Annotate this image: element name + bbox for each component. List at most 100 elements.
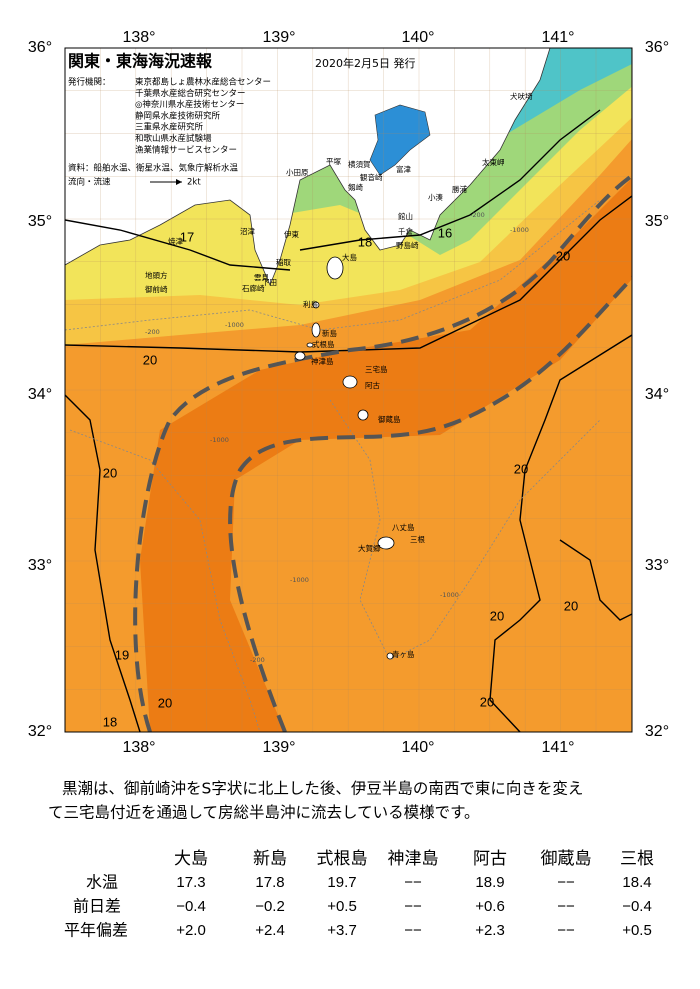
table-cell: −−	[557, 874, 575, 891]
isotherm-label: 20	[158, 695, 172, 710]
source: 資料：船舶水温、衛星水温、気象庁解析水温	[68, 163, 239, 174]
isotherm-label: 20	[490, 608, 504, 623]
place-name: 新島	[322, 328, 337, 338]
place-name: 阿古	[365, 380, 380, 390]
place-name: 大賀郷	[358, 543, 381, 553]
place-name: 太東岬	[482, 157, 505, 167]
place-name: 三根	[410, 534, 425, 544]
depth-contours	[65, 199, 601, 732]
isotherm-label: 20	[564, 598, 578, 613]
table-cell: −0.4	[176, 898, 206, 915]
place-name: 式根島	[312, 339, 335, 349]
flow-label: 流向・流速	[68, 177, 111, 188]
place-name: 千倉	[398, 226, 413, 236]
place-name: 伊東	[284, 229, 299, 239]
row-label: 平年偏差	[64, 921, 128, 940]
lon-label-bottom: 139°	[262, 739, 295, 756]
place-name: 稲取	[276, 257, 291, 267]
lon-label-top: 141°	[541, 29, 574, 46]
map-frame	[64, 47, 633, 733]
table-cell: −0.2	[255, 898, 285, 915]
table-cell: −−	[557, 922, 575, 939]
table-cell: +3.7	[327, 922, 357, 939]
table-cell: 17.3	[176, 874, 205, 891]
flow-speed: 2kt	[187, 178, 201, 188]
place-name: 雲見	[254, 273, 269, 282]
lat-label-left: 35°	[28, 213, 52, 230]
title: 関東・東海海況速報	[68, 52, 213, 71]
issuer: ◎神奈川県水産技術センター	[135, 99, 244, 110]
kuroshio-band	[140, 178, 632, 732]
table-cell: +0.5	[622, 922, 652, 939]
description-line: 黒潮は、御前崎沖をS字状に北上した後、伊豆半島の南西で東に向きを変え	[62, 780, 583, 798]
table-header: 神津島	[388, 849, 439, 869]
table-cell: −0.4	[622, 898, 652, 915]
land	[65, 48, 551, 287]
tokyo-bay	[369, 104, 431, 176]
issuer: 千葉県水産総合研究センター	[135, 88, 246, 99]
lat-label-left: 32°	[28, 723, 52, 740]
isotherm-label: 20	[514, 461, 528, 476]
flow-arrowhead	[176, 179, 182, 185]
place-name: 勝浦	[452, 184, 467, 194]
table-header: 三根	[620, 849, 654, 869]
issuers-label: 発行機関：	[68, 77, 111, 88]
lon-label-bottom: 141°	[541, 739, 574, 756]
lon-label-bottom: 140°	[401, 739, 434, 756]
isotherm-label: 20	[143, 352, 157, 367]
place-name: 小田原	[286, 168, 309, 177]
lon-label-top: 139°	[262, 29, 295, 46]
issuer: 漁業情報サービスセンター	[135, 144, 237, 155]
place-name: 神津島	[311, 356, 334, 366]
row-label: 前日差	[73, 897, 121, 916]
depth-label: -200	[470, 211, 485, 219]
place-name: 御前崎	[145, 284, 168, 294]
place-name: 石廊崎	[242, 283, 265, 293]
place-name: 三宅島	[365, 364, 388, 374]
isotherm-label: 20	[480, 694, 494, 709]
place-name: 剱崎	[348, 182, 363, 192]
table-cell: −−	[404, 898, 422, 915]
table-header: 大島	[174, 849, 208, 869]
place-name: 下田	[262, 278, 277, 287]
lon-label-top: 138°	[122, 29, 155, 46]
issuer: 三重県水産研究所	[135, 122, 204, 133]
place-name: 館山	[398, 211, 413, 221]
table-cell: −−	[557, 898, 575, 915]
lat-label-left: 34°	[28, 386, 52, 403]
lon-label-top: 140°	[401, 29, 434, 46]
table-header: 阿古	[473, 849, 507, 869]
place-name: 平塚	[326, 157, 341, 166]
lat-label-right: 32°	[645, 723, 669, 740]
place-name: 犬吠埼	[510, 91, 533, 101]
kuroshio-axis	[133, 173, 632, 732]
place-name: 観音崎	[360, 172, 383, 182]
place-name: 横須賀	[348, 159, 371, 169]
lat-label-right: 35°	[645, 213, 669, 230]
issuer: 東京都島しょ農林水産総合センター	[135, 77, 271, 88]
place-name: 八丈島	[392, 522, 415, 532]
issuer: 静岡県水産技術研究所	[135, 110, 221, 121]
table-cell: +2.0	[176, 922, 206, 939]
isotherm-label: 20	[103, 465, 117, 480]
depth-label: -200	[145, 328, 160, 336]
place-name: 利島	[303, 299, 318, 309]
place-name: 大島	[342, 252, 357, 262]
depth-label: -1000	[225, 321, 244, 329]
table-header: 新島	[253, 849, 287, 869]
place-name: 小湊	[428, 192, 443, 202]
table-cell: 18.9	[475, 874, 504, 891]
depth-label: -1000	[290, 576, 309, 584]
table-cell: 18.4	[622, 874, 651, 891]
isotherm-label: 19	[115, 647, 129, 662]
isotherms	[65, 109, 632, 732]
issuer: 和歌山県水産試験場	[135, 133, 212, 144]
isotherm-label: 18	[358, 234, 372, 249]
row-label: 水温	[86, 873, 118, 892]
lat-label-left: 33°	[28, 557, 52, 574]
place-name: 青ヶ島	[392, 649, 415, 659]
place-name: 野島崎	[396, 240, 419, 250]
